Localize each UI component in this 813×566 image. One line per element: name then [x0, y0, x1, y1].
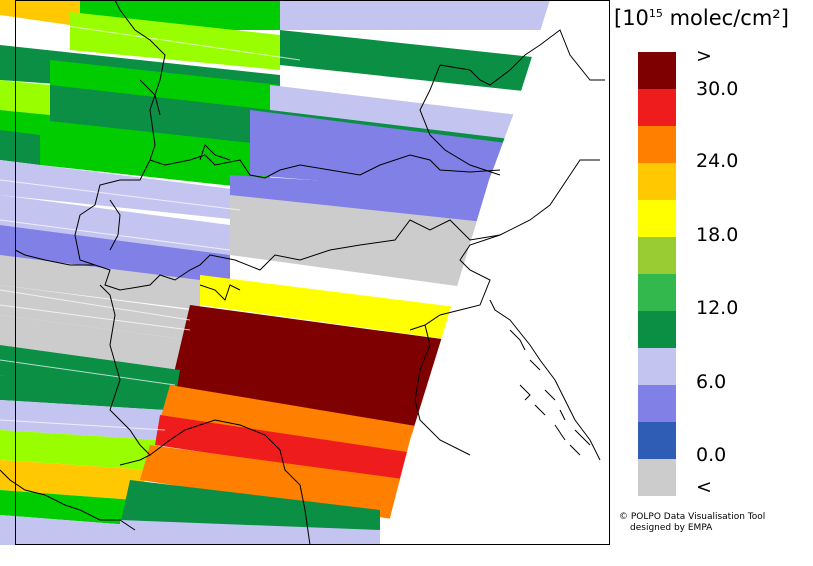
legend-swatch: [638, 311, 676, 348]
legend-swatch: [638, 459, 676, 496]
legend-swatch: [638, 89, 676, 126]
legend-tick-label: 30.0: [696, 78, 739, 100]
credit-line-2: designed by EMPA: [630, 523, 713, 533]
legend-tick-label: 12.0: [696, 297, 739, 319]
legend-swatch: [638, 163, 676, 200]
pixel: [0, 255, 200, 310]
pixel: [0, 515, 130, 545]
map-frame: [15, 0, 610, 545]
pixel: [50, 85, 270, 150]
legend-swatch: [638, 237, 676, 274]
pixel: [0, 460, 150, 500]
legend-tick-label: 18.0: [696, 224, 739, 246]
pixel: [0, 130, 40, 165]
legend-swatch: [638, 200, 676, 237]
legend-unit-title: [1015 molec/cm²]: [614, 6, 789, 30]
credit-line-1: © POLPO Data Visualisation Tool: [619, 512, 766, 522]
pixel: [0, 375, 175, 410]
pixel: [120, 520, 380, 545]
pixel: [0, 195, 230, 255]
legend-tick-label: 6.0: [696, 371, 727, 393]
legend-swatch: [638, 422, 676, 459]
legend-swatch: [638, 385, 676, 422]
pixel: [280, 0, 550, 30]
pixel: [280, 30, 550, 95]
legend-tick-label: 0.0: [696, 444, 727, 466]
legend-swatch: [638, 126, 676, 163]
pixel: [40, 120, 270, 190]
pixel: [0, 400, 165, 440]
satellite-swath: [0, 0, 550, 545]
pixel: [0, 80, 50, 115]
pixel: [0, 430, 160, 470]
pixel: [0, 160, 240, 220]
pixel: [70, 12, 280, 70]
country-borders: [0, 0, 605, 545]
pixel: [270, 85, 550, 150]
pixel: [0, 315, 190, 370]
scan-gaps: [0, 24, 301, 431]
legend-swatch: [638, 52, 676, 89]
legend-swatch: [638, 274, 676, 311]
legend-swatch: [638, 348, 676, 385]
legend-tick-label: 24.0: [696, 150, 739, 172]
pixel: [0, 285, 190, 340]
map-canvas[interactable]: [0, 0, 610, 545]
legend-tick-label: <: [696, 476, 712, 498]
pixel: [250, 110, 550, 200]
pixel: [0, 490, 135, 525]
legend-tick-label: >: [696, 45, 712, 67]
